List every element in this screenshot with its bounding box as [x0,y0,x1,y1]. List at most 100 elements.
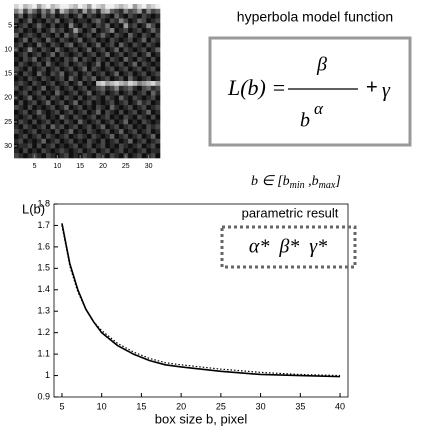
heatmap-cell [114,105,120,111]
heatmap-cell [87,100,92,106]
heatmap-cell [36,100,42,106]
heatmap-cell [128,90,133,96]
heatmap-cell [100,23,106,29]
heatmap-cell [68,148,74,154]
heatmap-cell [155,109,161,115]
heatmap-cell [114,18,120,24]
x-tick-label: 5 [59,401,64,411]
heatmap-cell [18,71,24,77]
heatmap-cell [64,18,70,24]
heatmap-cell [68,28,74,34]
heatmap-cell [77,52,83,58]
heatmap-cell [109,52,115,58]
heatmap-cell [150,153,156,159]
heatmap-cell [32,52,38,58]
heatmap-cell [82,100,88,106]
y-tick-label: 1.6 [37,241,50,251]
heatmap-cell [50,47,56,53]
heatmap-cell [73,129,79,135]
heatmap-cell [41,148,47,154]
heatmap-cell [109,32,115,38]
heatmap-cell [132,56,138,63]
heatmap-cell [155,143,161,149]
heatmap-cell [132,81,138,87]
formula-lhs: L(b) = [227,75,286,100]
heatmap-cell [68,129,74,135]
heatmap-cell [146,66,152,72]
heatmap-cell [77,129,83,135]
heatmap-cell [45,71,51,77]
heatmap-cell [64,129,70,135]
heatmap-cell [109,13,115,19]
heatmap-cell [77,114,83,120]
heatmap-cell [41,28,47,34]
heatmap-cell [23,37,28,43]
heatmap-cell [141,8,147,14]
heatmap-cell [87,13,92,19]
heatmap-cell [96,47,101,53]
heatmap-cell [45,18,51,24]
heatmap-cell [36,42,42,48]
heatmap-cell [32,124,38,130]
heatmap-cell [23,148,28,154]
heatmap-cell [68,56,74,63]
heatmap-cell [114,76,120,82]
heatmap-cell [141,109,147,115]
heatmap-cell [32,90,38,96]
heatmap-cell [91,138,97,144]
heatmap-cell [155,85,161,91]
heatmap-cell [91,32,97,38]
heatmap-cell [123,114,129,120]
heatmap-cell [87,61,92,67]
heatmap-cell [137,42,143,48]
heatmap-cell [77,61,83,67]
heatmap-cell [105,28,111,34]
heatmap-cell [114,42,120,48]
heatmap-cell [14,8,19,14]
heatmap-cell [55,76,60,82]
heatmap-cell [100,66,106,72]
heatmap-cell [150,61,156,67]
heatmap-cell [128,52,133,58]
heatmap-cell [36,90,42,96]
heatmap-cell [91,81,97,87]
heatmap-cell [155,100,161,106]
heatmap-cell [123,119,129,125]
heatmap-cell [41,85,47,91]
heatmap-cell [73,4,79,10]
heatmap-cell [64,124,70,130]
heatmap-cell [73,95,79,101]
heatmap-cell [73,42,79,48]
heatmap-cell [27,100,33,106]
heatmap-cell [27,138,33,144]
heatmap-cell [155,47,161,53]
heatmap-cell [27,109,33,115]
heatmap-cell [87,81,92,87]
heatmap-cell [68,66,74,72]
heatmap-cell [73,76,79,82]
heatmap-cell [100,32,106,38]
heatmap-cell [146,85,152,91]
heatmap-cell [96,56,101,63]
heatmap-cell [146,61,152,67]
heatmap-cell [114,8,120,14]
heatmap-cell [82,105,88,111]
heatmap-cell [105,42,111,48]
heatmap-cell [45,23,51,29]
heatmap-cell [132,153,138,159]
heatmap-cell [150,56,156,63]
heatmap-cell [41,47,47,53]
heatmap-cell [18,4,24,10]
heatmap-cell [36,138,42,144]
heatmap-cell [82,37,88,43]
heatmap-cell [36,47,42,53]
x-tick-label: 30 [145,163,153,170]
heatmap-cell [73,109,79,115]
heatmap-cell [128,61,133,67]
heatmap-cell [64,66,70,72]
heatmap-cell [59,66,65,72]
heatmap-cell [64,100,70,106]
heatmap-cell [141,81,147,87]
heatmap-cell [132,52,138,58]
